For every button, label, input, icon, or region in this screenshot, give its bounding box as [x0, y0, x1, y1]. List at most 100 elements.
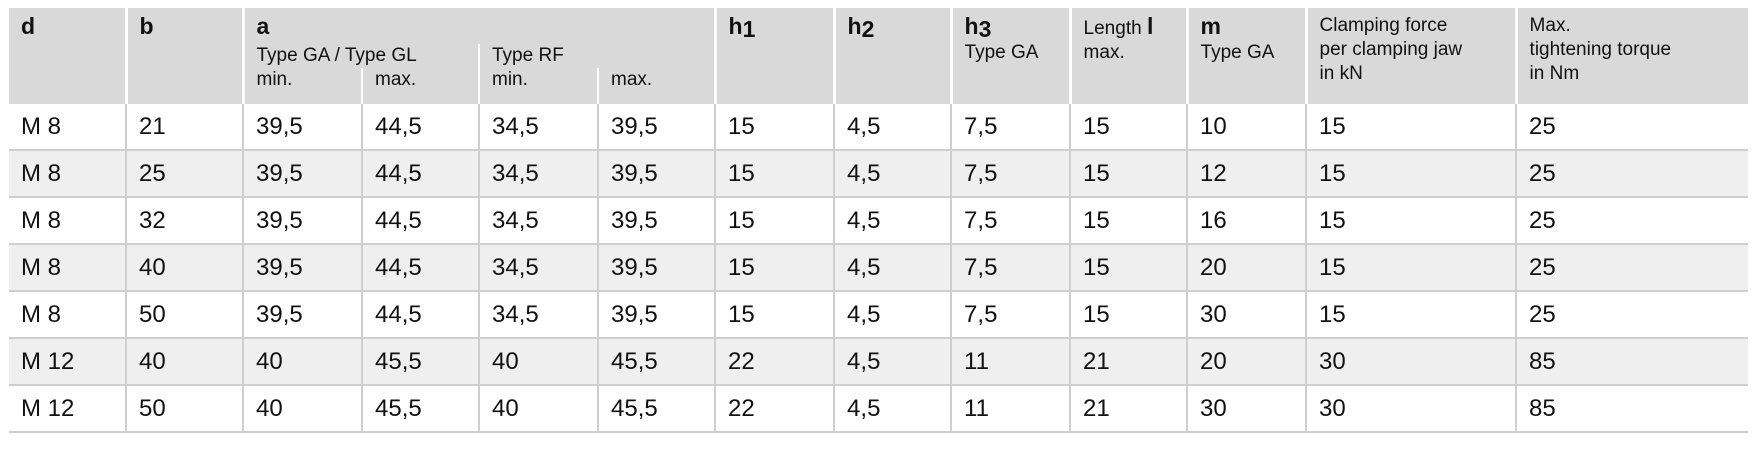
header-text: in Nm [1529, 63, 1580, 84]
table-cell: 20 [1186, 337, 1308, 386]
table-cell: 45,5 [596, 337, 717, 386]
table-cell: 7,5 [950, 196, 1072, 245]
table-cell: 39,5 [596, 104, 717, 151]
table-cell: 39,5 [596, 196, 717, 245]
table-cell: 12 [1186, 149, 1308, 198]
table-cell: 7,5 [950, 104, 1072, 151]
table-cell: 7,5 [950, 243, 1072, 292]
header-text: Clamping force [1319, 15, 1448, 36]
table-header: d b a h1 h2 h3 Type GA Length l max. m Type… [9, 8, 1749, 104]
table-cell: 30 [1186, 384, 1308, 433]
table-cell: 34,5 [478, 243, 599, 292]
table-cell: 44,5 [361, 243, 480, 292]
table-cell: M 12 [9, 384, 127, 433]
header-text: Max. [1529, 15, 1571, 36]
header-text: d [21, 13, 36, 39]
table-cell: 4,5 [833, 149, 953, 198]
header-cell: h3 Type GA [949, 8, 1071, 104]
table-cell: 11 [950, 384, 1072, 433]
header-cell: max. [596, 68, 716, 104]
data-table: d b a h1 h2 h3 Type GA Length l max. m Type… [9, 8, 1749, 433]
table-cell: 25 [1515, 104, 1749, 151]
table-cell: 22 [714, 384, 836, 433]
table-cell: 39,5 [596, 290, 717, 339]
table-cell: 85 [1515, 337, 1749, 386]
table-cell: 44,5 [361, 149, 480, 198]
table-cell: 4,5 [833, 104, 953, 151]
table-body: M 8 21 39,5 44,5 34,5 39,5 15 4,5 7,5 15 10 15 25 M 8… [9, 104, 1749, 433]
header-cell: min. [478, 68, 598, 104]
table-cell: 25 [1515, 196, 1749, 245]
table-cell: 45,5 [361, 337, 480, 386]
header-subscript: 3 [978, 16, 992, 42]
table-cell: 45,5 [361, 384, 480, 433]
table-cell: 39,5 [596, 243, 717, 292]
table-cell: 39,5 [596, 149, 717, 198]
table-row: M 12 50 40 45,5 40 45,5 22 4,5 11 21 30 30 85 [9, 384, 1749, 433]
header-text: b [139, 13, 154, 39]
table-cell: 40 [242, 384, 363, 433]
table-cell: 25 [1515, 149, 1749, 198]
header-text: Type GA [964, 42, 1039, 63]
header-cell: a [241, 8, 716, 44]
table-cell: 16 [1186, 196, 1308, 245]
table-cell: 15 [714, 196, 836, 245]
header-cell: h2 [832, 8, 952, 104]
table-cell: 20 [1186, 243, 1308, 292]
table-cell: 4,5 [833, 196, 953, 245]
table-cell: 50 [125, 290, 244, 339]
table-row: M 8 21 39,5 44,5 34,5 39,5 15 4,5 7,5 15 10 15 25 [9, 104, 1749, 151]
table-cell: 21 [1069, 337, 1189, 386]
header-text: tightening torque [1529, 39, 1672, 60]
table-cell: 39,5 [242, 196, 363, 245]
header-text: Length [1083, 18, 1142, 39]
table-cell: 44,5 [361, 104, 480, 151]
header-text: h [728, 13, 743, 39]
table-cell: 15 [1305, 290, 1518, 339]
table-cell: 15 [1069, 196, 1189, 245]
table-cell: 15 [1069, 149, 1189, 198]
header-text: Type GA / Type GL [256, 45, 417, 66]
header-text: min. [492, 69, 528, 90]
table-cell: 4,5 [833, 384, 953, 433]
table-cell: 30 [1305, 337, 1518, 386]
table-cell: 15 [714, 290, 836, 339]
table-cell: 30 [1186, 290, 1308, 339]
table-cell: 44,5 [361, 290, 480, 339]
table-cell: 22 [714, 337, 836, 386]
table-cell: 15 [1305, 149, 1518, 198]
table-cell: 15 [714, 104, 836, 151]
table-cell: 40 [478, 337, 599, 386]
table-cell: M 8 [9, 104, 127, 151]
table-cell: 25 [1515, 290, 1749, 339]
header-subscript: 2 [861, 16, 875, 42]
header-text: per clamping jaw [1319, 39, 1463, 60]
table-cell: 15 [1069, 104, 1189, 151]
table-cell: M 8 [9, 290, 127, 339]
table-cell: 85 [1515, 384, 1749, 433]
header-cell: Type RF [477, 44, 716, 68]
table-cell: M 8 [9, 243, 127, 292]
header-cell: min. [241, 68, 362, 104]
table-row: M 8 40 39,5 44,5 34,5 39,5 15 4,5 7,5 15 20 15 25 [9, 243, 1749, 292]
table-cell: 40 [125, 337, 244, 386]
table-cell: 11 [950, 337, 1072, 386]
table-row: M 8 50 39,5 44,5 34,5 39,5 15 4,5 7,5 15 30 15 25 [9, 290, 1749, 339]
header-text: m [1200, 13, 1221, 39]
header-cell: Max. tightening torque in Nm [1514, 8, 1749, 104]
table-cell: 21 [125, 104, 244, 151]
table-cell: 32 [125, 196, 244, 245]
table-row: M 8 25 39,5 44,5 34,5 39,5 15 4,5 7,5 15 12 15 25 [9, 149, 1749, 198]
table-cell: 40 [242, 337, 363, 386]
header-cell: h1 [713, 8, 835, 104]
table-cell: 39,5 [242, 243, 363, 292]
table-cell: 39,5 [242, 149, 363, 198]
table-cell: 50 [125, 384, 244, 433]
table-cell: 15 [1305, 196, 1518, 245]
table-cell: 21 [1069, 384, 1189, 433]
header-text: h [847, 13, 862, 39]
table-cell: 34,5 [478, 149, 599, 198]
header-subscript: 1 [742, 16, 756, 42]
table-cell: 4,5 [833, 290, 953, 339]
